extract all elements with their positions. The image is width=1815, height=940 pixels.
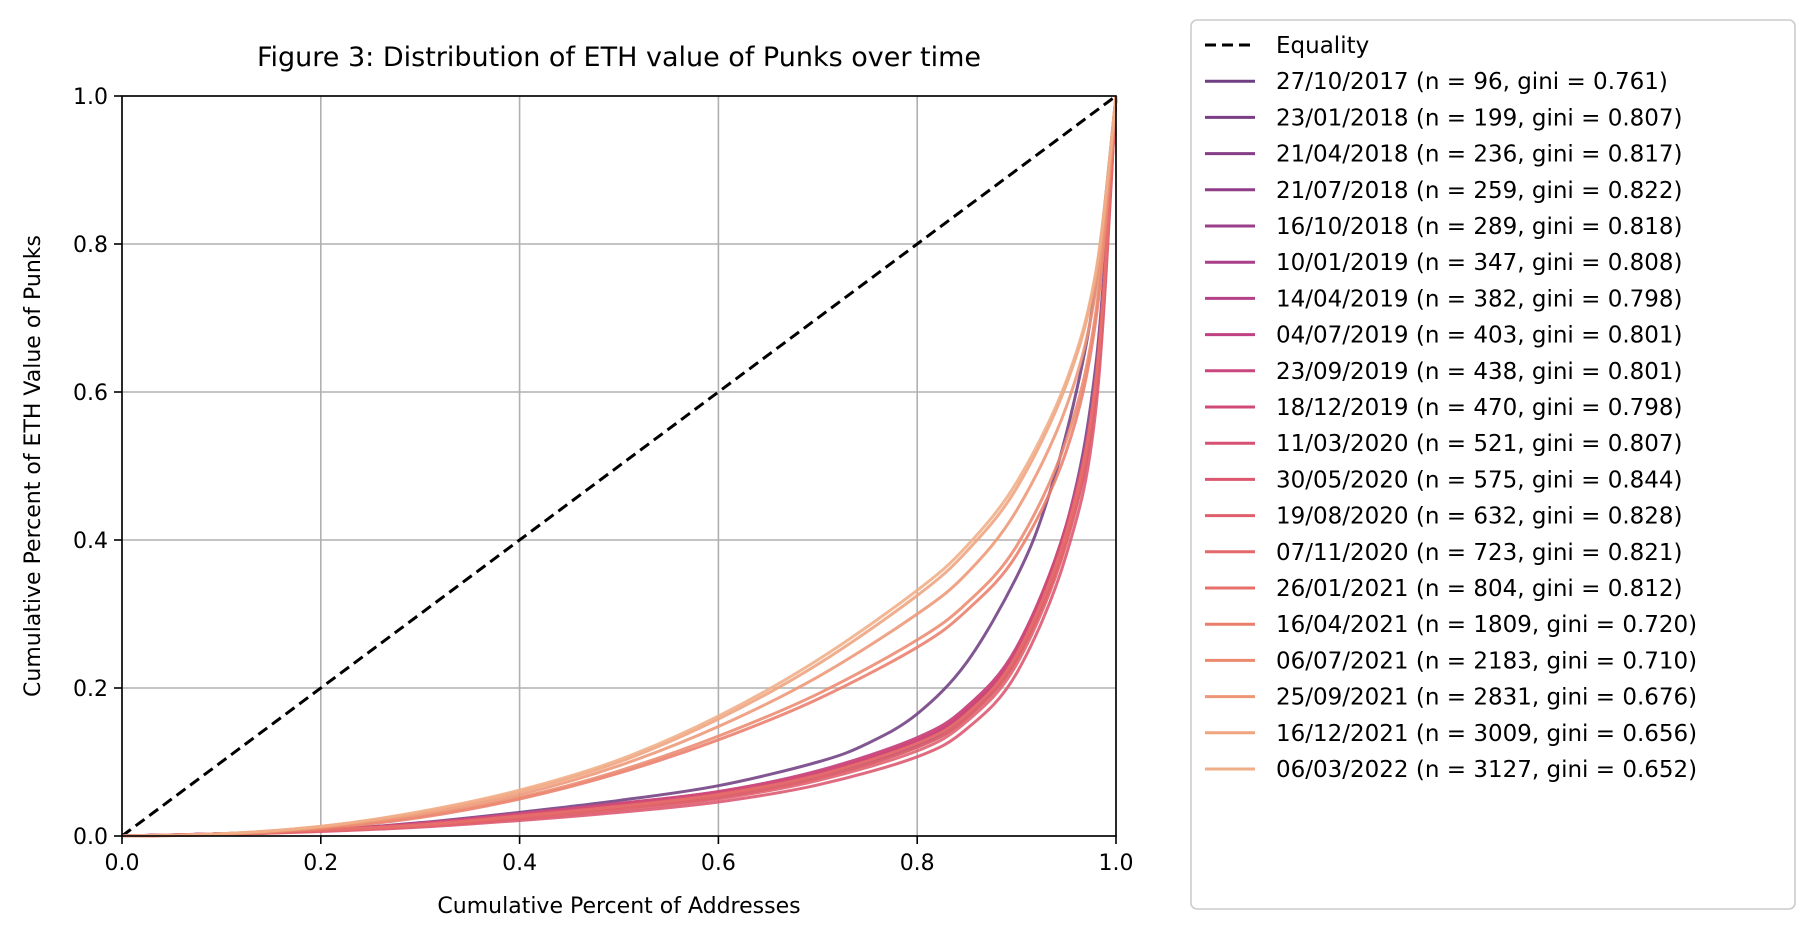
legend-label-11: 30/05/2020 (n = 575, gini = 0.844) (1276, 467, 1683, 493)
legend: Equality 27/10/2017 (n = 96, gini = 0.761… (1190, 19, 1796, 910)
x-tick-label: 0.6 (701, 851, 736, 876)
legend-label-4: 16/10/2018 (n = 289, gini = 0.818) (1276, 214, 1683, 240)
series-line-19 (121, 95, 1118, 838)
legend-label-19: 06/03/2022 (n = 3127, gini = 0.652) (1276, 757, 1697, 783)
series-lines (121, 95, 1118, 838)
legend-frame (1190, 19, 1796, 910)
legend-label-13: 07/11/2020 (n = 723, gini = 0.821) (1276, 540, 1683, 566)
legend-label-1: 23/01/2018 (n = 199, gini = 0.807) (1276, 105, 1683, 131)
legend-label-0: 27/10/2017 (n = 96, gini = 0.761) (1276, 69, 1668, 95)
legend-equality-label: Equality (1276, 33, 1369, 59)
y-tick-label: 0.2 (73, 677, 108, 702)
y-axis-ticks: 0.0 0.2 0.4 0.6 0.8 1.0 (73, 85, 122, 850)
y-tick-label: 0.8 (73, 233, 108, 258)
legend-label-5: 10/01/2019 (n = 347, gini = 0.808) (1276, 250, 1683, 276)
chart-title: Figure 3: Distribution of ETH value of P… (257, 42, 981, 73)
y-tick-label: 0.0 (73, 825, 108, 850)
x-axis-title: Cumulative Percent of Addresses (437, 894, 800, 919)
legend-label-14: 26/01/2021 (n = 804, gini = 0.812) (1276, 576, 1683, 602)
x-axis-ticks: 0.0 0.2 0.4 0.6 0.8 1.0 (105, 836, 1134, 876)
series-line-14 (121, 95, 1118, 838)
legend-label-15: 16/04/2021 (n = 1809, gini = 0.720) (1276, 612, 1697, 638)
x-tick-label: 1.0 (1099, 851, 1134, 876)
x-tick-label: 0.4 (502, 851, 537, 876)
legend-label-6: 14/04/2019 (n = 382, gini = 0.798) (1276, 286, 1683, 312)
legend-label-12: 19/08/2020 (n = 632, gini = 0.828) (1276, 504, 1683, 530)
x-tick-label: 0.2 (303, 851, 338, 876)
legend-items: Equality 27/10/2017 (n = 96, gini = 0.761… (1205, 33, 1697, 783)
equality-line (121, 94, 1117, 838)
legend-label-3: 21/07/2018 (n = 259, gini = 0.822) (1276, 178, 1683, 204)
y-tick-label: 0.6 (73, 381, 108, 406)
legend-label-18: 16/12/2021 (n = 3009, gini = 0.656) (1276, 721, 1697, 747)
legend-label-16: 06/07/2021 (n = 2183, gini = 0.710) (1276, 648, 1697, 674)
x-tick-label: 0.0 (105, 851, 140, 876)
y-tick-label: 0.4 (73, 529, 108, 554)
equality-layer (121, 94, 1117, 838)
legend-label-2: 21/04/2018 (n = 236, gini = 0.817) (1276, 142, 1683, 168)
legend-label-9: 18/12/2019 (n = 470, gini = 0.798) (1276, 395, 1683, 421)
legend-label-8: 23/09/2019 (n = 438, gini = 0.801) (1276, 359, 1683, 385)
legend-label-17: 25/09/2021 (n = 2831, gini = 0.676) (1276, 685, 1697, 711)
legend-label-7: 04/07/2019 (n = 403, gini = 0.801) (1276, 323, 1683, 349)
y-tick-label: 1.0 (73, 85, 108, 110)
legend-label-10: 11/03/2020 (n = 521, gini = 0.807) (1276, 431, 1683, 457)
y-axis-title: Cumulative Percent of ETH Value of Punks (21, 235, 46, 697)
x-tick-label: 0.8 (900, 851, 935, 876)
plot-area-frame (121, 95, 1117, 837)
